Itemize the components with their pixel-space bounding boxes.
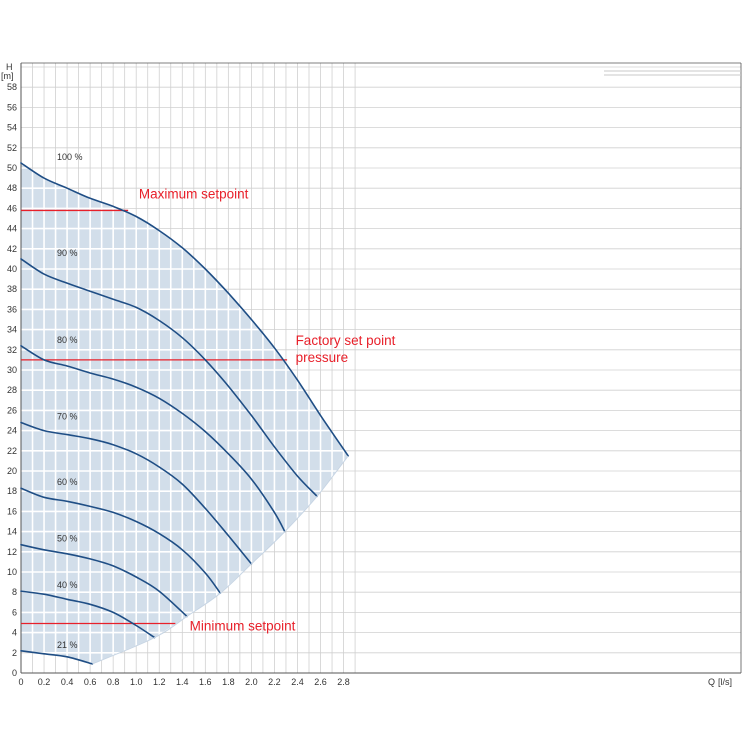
y-tick-label: 4 [12,628,17,638]
x-tick-label: 1.6 [199,677,212,687]
setpoint-annotation: Minimum setpoint [190,619,296,634]
speed-curve-21 [20,650,94,665]
y-tick-label: 50 [7,163,17,173]
y-tick-label: 24 [7,426,17,436]
curve-label: 100 % [57,152,83,162]
y-tick-label: 36 [7,304,17,314]
speed-curve-60 [20,487,222,594]
y-tick-label: 10 [7,567,17,577]
y-tick-label: 22 [7,446,17,456]
operating-region-fill [21,163,349,664]
y-tick-label: 26 [7,405,17,415]
y-tick-label: 8 [12,587,17,597]
tick-labels: 0 0.2 0.4 0.6 0.8 1.0 1.2 1.4 1.6 1.8 2.0 2.2 2.4 2.6… [1,62,732,687]
x-tick-label: 1.0 [130,677,143,687]
curve-label: 50 % [57,534,78,544]
y-tick-label: 12 [7,547,17,557]
x-tick-label: 0.2 [38,677,51,687]
speed-curve-80 [20,345,286,533]
y-tick-label: 54 [7,123,17,133]
y-axis-label: H [6,62,13,72]
y-tick-label: 6 [12,607,17,617]
y-tick-label: 40 [7,264,17,274]
setpoint-annotation: Factory set point [296,333,396,348]
x-tick-label: 2.8 [337,677,350,687]
axes [20,62,742,674]
x-tick-label: 1.4 [176,677,189,687]
speed-curve-70 [20,421,253,565]
y-tick-label: 20 [7,466,17,476]
y-tick-label: 18 [7,486,17,496]
x-tick-label: 1.8 [222,677,235,687]
x-axis-label: Q [708,677,715,687]
y-tick-label: 48 [7,183,17,193]
y-tick-label: 42 [7,244,17,254]
setpoint-annotation: Maximum setpoint [139,186,249,201]
y-tick-label: 14 [7,527,17,537]
y-tick-label: 30 [7,365,17,375]
y-tick-label: 0 [12,668,17,678]
x-tick-label: 0.4 [61,677,74,687]
y-axis-unit: [m] [1,71,14,81]
reference-lines [21,209,288,625]
y-tick-label: 52 [7,143,17,153]
curve-label: 40 % [57,580,78,590]
y-tick-label: 28 [7,385,17,395]
x-tick-label: 2.0 [245,677,258,687]
curve-label: 90 % [57,248,78,258]
curve-label: 60 % [57,477,78,487]
y-tick-label: 44 [7,224,17,234]
y-tick-label: 46 [7,203,17,213]
x-tick-label: 0 [18,677,23,687]
region-lower-edge [92,455,349,665]
y-tick-label: 32 [7,345,17,355]
speed-curve-90 [20,258,318,498]
curve-label: 70 % [57,412,78,422]
x-tick-label: 2.6 [314,677,327,687]
speed-curve-100 [20,162,349,457]
x-tick-label: 2.4 [291,677,304,687]
y-tick-label: 58 [7,82,17,92]
speed-curve-50 [20,543,188,618]
setpoint-annotation: pressure [296,350,349,365]
curve-label: 80 % [57,335,78,345]
curve-label: 21 % [57,640,78,650]
x-tick-label: 1.2 [153,677,166,687]
y-tick-label: 2 [12,648,17,658]
operating-region [21,163,349,664]
y-tick-label: 56 [7,102,17,112]
x-tick-label: 2.2 [268,677,281,687]
y-tick-label: 34 [7,325,17,335]
speed-curve-40 [20,590,156,639]
x-tick-label: 0.8 [107,677,120,687]
annotations: Maximum setpoint Factory set point pressur… [139,186,396,633]
x-tick-label: 0.6 [84,677,97,687]
y-tick-label: 16 [7,506,17,516]
x-axis-unit: [l/s] [718,677,732,687]
y-tick-label: 38 [7,284,17,294]
pump-curves: 100 % 90 % 80 % 70 % 60 % 50 % 40 % 21 % [20,152,349,665]
